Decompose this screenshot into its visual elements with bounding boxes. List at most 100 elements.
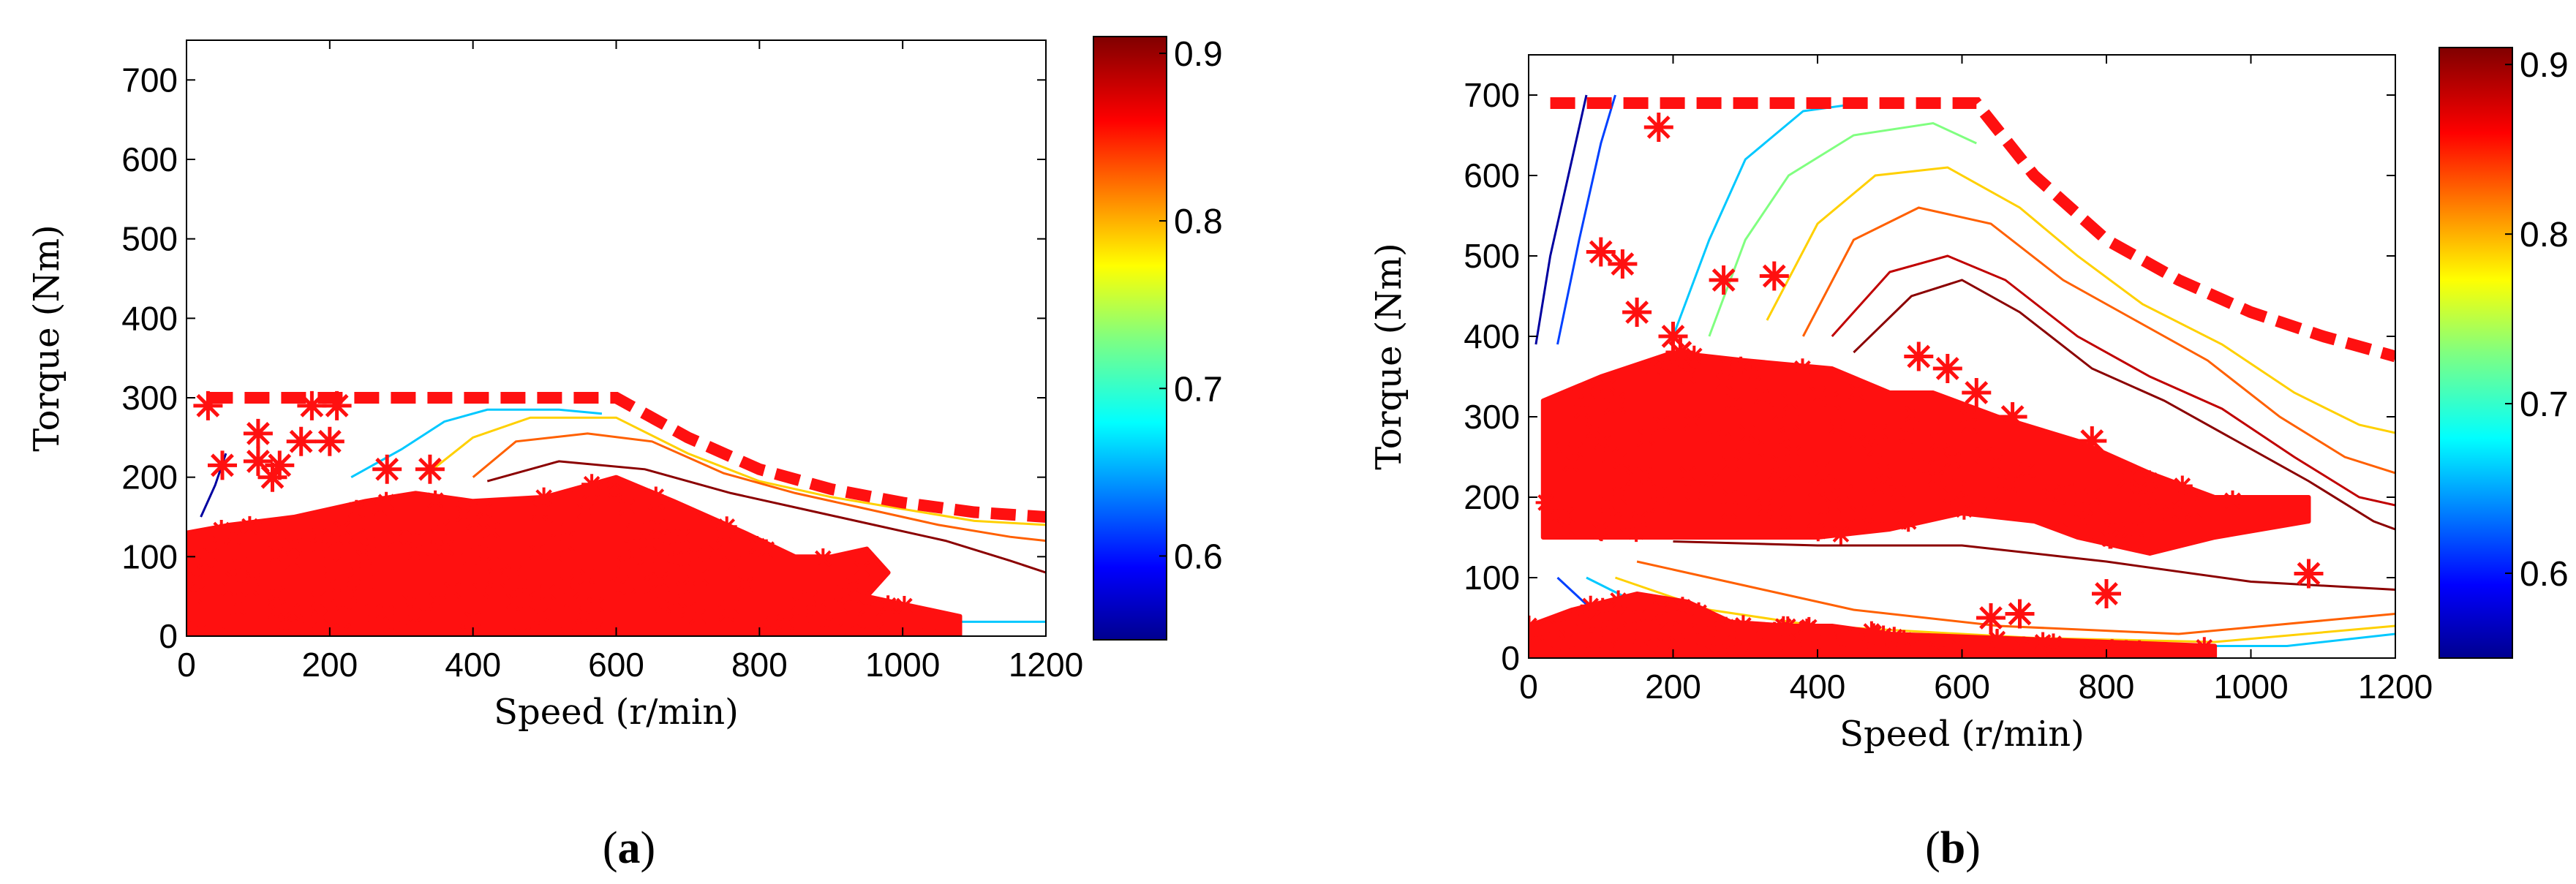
- operating-point-star: [1665, 338, 1695, 367]
- operating-point-star: [322, 390, 352, 420]
- operating-point-star: [1586, 237, 1616, 267]
- operating-point-star: [2294, 559, 2324, 589]
- panel-a-plot-area: [187, 390, 1046, 636]
- panel-label-b: (b): [1925, 823, 1981, 873]
- y-tick-label: 300: [121, 379, 178, 417]
- panel-b: 0 200 400 600 800 1000 1200 0 100 200 300 400 500 600…: [1368, 46, 2569, 873]
- efficiency-contour-5: [1801, 206, 2395, 475]
- operating-point-star: [1976, 603, 2006, 632]
- colorbar-tick-label: 0.8: [1174, 203, 1223, 241]
- panel-label-close: ): [641, 823, 656, 873]
- y-tick-label: 200: [1464, 478, 1520, 516]
- y-tick-label: 400: [1464, 317, 1520, 355]
- operating-point-star: [1904, 341, 1934, 371]
- x-tick-label: 600: [588, 646, 644, 684]
- x-tick-label: 0: [177, 646, 196, 684]
- y-axis-label: Torque (Nm): [26, 224, 67, 451]
- x-tick-label: 1000: [865, 646, 940, 684]
- y-tick-label: 100: [1464, 559, 1520, 597]
- operating-point-star: [1759, 261, 1789, 291]
- x-tick-label: 1000: [2213, 668, 2288, 706]
- operating-point-star: [415, 454, 445, 484]
- colorbar-tick-label: 0.6: [1174, 537, 1223, 576]
- y-tick-label: 300: [1464, 398, 1520, 436]
- panel-label-open: (: [603, 823, 618, 873]
- colorbar-tick-label: 0.8: [2520, 216, 2569, 254]
- colorbar-tick-label: 0.9: [1174, 35, 1223, 74]
- operating-point-star: [257, 462, 287, 492]
- panel-label-letter: b: [1940, 823, 1965, 873]
- x-tick-label: 800: [2079, 668, 2135, 706]
- y-tick-label: 100: [121, 537, 178, 575]
- operating-point-star: [2092, 579, 2121, 608]
- x-tick-label: 200: [1645, 668, 1701, 706]
- efficiency-contour-3: [472, 432, 1046, 543]
- operating-point-star: [2005, 599, 2035, 629]
- operating-point-star: [286, 426, 316, 456]
- x-tick-label: 1200: [2358, 668, 2433, 706]
- efficiency-contour-4: [486, 460, 1046, 574]
- operating-point-star: [1962, 378, 1992, 407]
- x-axis: 0 200 400 600 800 1000 1200: [1519, 55, 2433, 706]
- y-tick-label: 500: [121, 220, 178, 258]
- operating-point-star: [372, 454, 402, 484]
- panel-a: 0 200 400 600 800 1000 1200 0 100 200 300 400 500 600…: [26, 35, 1223, 873]
- y-axis: 0 100 200 300 400 500 600 700: [1464, 76, 2395, 677]
- operating-point-star: [1643, 113, 1673, 142]
- x-axis-label: Speed (r/min): [494, 692, 739, 733]
- efficiency-contour-9: [1636, 560, 2395, 635]
- efficiency-contour-3: [1708, 121, 1977, 337]
- efficiency-contour-0: [1534, 94, 1588, 345]
- colorbar-tick-label: 0.6: [2520, 555, 2569, 594]
- y-axis-label: Torque (Nm): [1368, 243, 1409, 469]
- panel-label-close: ): [1965, 823, 1981, 873]
- x-tick-label: 400: [1790, 668, 1846, 706]
- y-tick-label: 500: [1464, 237, 1520, 275]
- y-tick-label: 700: [1464, 76, 1520, 114]
- operating-point-star: [243, 418, 273, 448]
- operating-point-star: [1622, 298, 1652, 327]
- colorbar: [1093, 36, 1167, 641]
- x-tick-label: 600: [1934, 668, 1990, 706]
- operating-point-star: [193, 390, 223, 420]
- panel-label-open: (: [1925, 823, 1940, 873]
- efficiency-contour-1: [350, 408, 603, 479]
- x-tick-label: 800: [731, 646, 788, 684]
- colorbar-tick-label: 0.7: [2520, 385, 2569, 424]
- operating-point-star: [243, 446, 273, 476]
- y-axis: 0 100 200 300 400 500 600 700: [121, 61, 1046, 655]
- colorbar-tick-label: 0.9: [2520, 46, 2569, 85]
- y-tick-label: 700: [121, 61, 178, 99]
- operating-points-texture-0: [1535, 345, 2243, 549]
- operating-point-star: [1997, 402, 2027, 431]
- panel-label-letter: a: [618, 823, 641, 873]
- panel-label-a: (a): [603, 823, 655, 873]
- y-tick-label: 600: [121, 140, 178, 178]
- x-tick-label: 200: [301, 646, 358, 684]
- x-axis-label: Speed (r/min): [1839, 714, 2084, 755]
- max-torque-boundary: [208, 392, 1046, 523]
- max-torque-boundary: [1550, 97, 2395, 363]
- efficiency-contour-7: [1853, 279, 2395, 531]
- x-axis: 0 200 400 600 800 1000 1200: [177, 40, 1083, 684]
- operating-point-star: [1709, 265, 1739, 295]
- y-tick-label: 200: [121, 458, 178, 496]
- efficiency-contour-6: [1831, 254, 2395, 507]
- colorbar-tick-label: 0.7: [1174, 370, 1223, 409]
- colorbar: [2438, 47, 2513, 659]
- x-tick-label: 400: [445, 646, 501, 684]
- operating-point-star: [1608, 249, 1638, 279]
- y-tick-label: 600: [1464, 156, 1520, 194]
- y-tick-label: 400: [121, 299, 178, 337]
- operating-point-star: [208, 450, 237, 480]
- operating-point-star: [265, 450, 295, 480]
- operating-point-star: [297, 390, 327, 420]
- efficiency-contour-1: [1556, 94, 1616, 345]
- efficiency-contour-8: [1673, 540, 2395, 591]
- efficiency-contour-4: [1766, 166, 2395, 434]
- operating-point-star: [2077, 426, 2107, 456]
- x-tick-label: 1200: [1009, 646, 1083, 684]
- operating-point-star: [315, 426, 344, 456]
- operating-point-star: [1658, 322, 1688, 351]
